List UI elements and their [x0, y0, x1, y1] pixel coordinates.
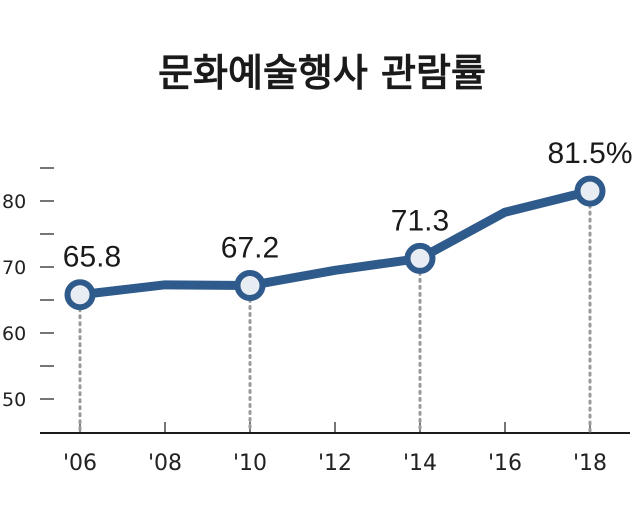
series-line [75, 186, 595, 300]
data-point-marker [64, 279, 96, 311]
data-label: 65.8 [63, 241, 121, 274]
x-tick-label: '18 [573, 451, 607, 476]
y-tick-label: 80 [2, 191, 26, 213]
data-markers [64, 175, 606, 311]
axes: 80 70 60 50 '06 '08 '10 '12 '14 '16 '18 [2, 167, 630, 476]
chart-title: 문화예술행사 관람률 [158, 51, 486, 95]
data-point-marker [234, 269, 266, 301]
x-tick-label: '12 [318, 451, 352, 476]
data-series [75, 186, 595, 300]
guide-lines [78, 203, 592, 433]
data-label: 71.3 [391, 204, 449, 237]
x-tick-label: '06 [63, 451, 97, 476]
data-label: 81.5% [547, 137, 632, 170]
y-tick-label: 60 [2, 323, 26, 345]
data-point-marker [404, 242, 436, 274]
x-tick-label: '08 [148, 451, 182, 476]
x-tick-label: '14 [403, 451, 437, 476]
data-point-marker [574, 175, 606, 207]
x-tick-label: '16 [488, 451, 522, 476]
x-tick-label: '10 [233, 451, 267, 476]
y-tick-label: 50 [2, 389, 26, 411]
data-labels: 65.8 67.2 71.3 81.5% [63, 137, 633, 274]
y-tick-label: 70 [2, 257, 26, 279]
data-label: 67.2 [221, 231, 279, 264]
